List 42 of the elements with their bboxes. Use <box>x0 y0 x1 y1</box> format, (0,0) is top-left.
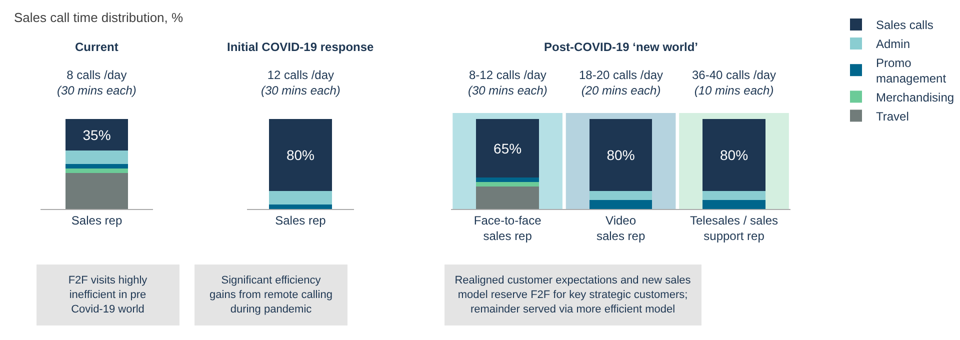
bar <box>589 119 652 191</box>
bar <box>589 191 652 200</box>
x-tick-label: Face-to-face sales rep <box>474 213 542 243</box>
legend-label: Merchandising <box>876 90 954 104</box>
data-label: 80% <box>720 147 748 163</box>
bar <box>702 191 766 200</box>
text: 18-20 calls /day (20 mins each) <box>579 68 664 98</box>
bar <box>65 150 128 164</box>
bar <box>702 200 766 209</box>
text: 8 calls /day (30 mins each) <box>57 68 136 98</box>
x-tick-label: Sales rep <box>275 213 326 228</box>
text: Significant efficiency gains from remote calling during pandemic <box>210 274 332 316</box>
data-label: 35% <box>82 126 111 143</box>
chart-title: Initial COVID-19 response <box>227 40 374 54</box>
chart-title: Current <box>75 40 118 54</box>
legend-label: Sales calls <box>876 18 934 32</box>
bar <box>65 119 128 150</box>
bar <box>65 173 128 209</box>
text: F2F visits highly inefficient in pre Covid-19 world <box>68 274 148 316</box>
bar <box>65 164 128 168</box>
x-tick-label: Telesales / sales support rep <box>690 213 778 243</box>
bar <box>476 119 540 178</box>
text: 36-40 calls /day (10 mins each) <box>692 68 776 98</box>
legend-label: Travel <box>876 109 909 124</box>
legend-label: Promo management <box>876 56 947 86</box>
bar <box>65 168 128 173</box>
data-label: 65% <box>494 140 522 156</box>
bar <box>476 182 540 186</box>
data-label: 80% <box>286 147 314 163</box>
x-tick-label: Sales rep <box>71 213 122 228</box>
data-label: 80% <box>606 147 635 163</box>
bar <box>476 186 540 209</box>
text: 8-12 calls /day (30 mins each) <box>468 68 548 98</box>
x-tick-label: Video sales rep <box>596 213 646 243</box>
text: 12 calls /day (30 mins each) <box>261 68 340 98</box>
text: Realigned customer expectations and new sales model reserve F2F for key strategic customers; remainder served via more efficient model <box>454 274 692 316</box>
bar <box>702 119 766 191</box>
text: Sales call time distribution, % <box>14 10 184 25</box>
chart-title: Post-COVID-19 ‘new world’ <box>544 40 698 54</box>
bar <box>476 178 540 182</box>
legend-label: Admin <box>876 37 910 52</box>
bar <box>589 200 652 209</box>
